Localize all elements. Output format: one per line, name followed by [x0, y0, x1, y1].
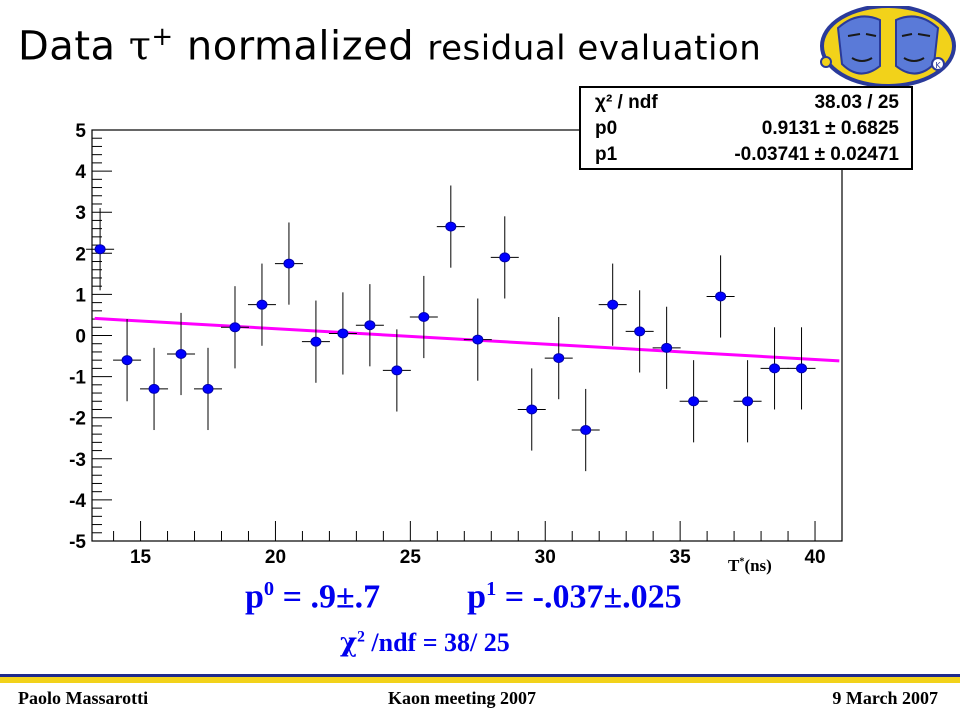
data-point: [715, 291, 727, 302]
data-point: [445, 221, 457, 232]
title-tau-sup: +: [151, 22, 174, 52]
x-axis-label-main: T: [728, 556, 740, 575]
data-point: [742, 396, 754, 407]
plot-frame: [91, 129, 843, 542]
stats-key-p1: p1: [595, 144, 618, 165]
x-tick-label: 20: [265, 547, 286, 568]
y-tick-label: 0: [75, 327, 86, 348]
svg-text:K: K: [935, 61, 941, 70]
y-tick-label: -2: [69, 409, 86, 430]
data-point: [391, 365, 403, 376]
y-tick-label: -1: [69, 368, 86, 389]
stats-row-p1: p1 -0.03741 ± 0.02471: [581, 142, 911, 168]
footer-divider-blue: [0, 674, 960, 677]
data-point: [526, 404, 538, 415]
conference-logo-image: K: [818, 6, 958, 90]
data-point: [256, 299, 268, 310]
p1-sup: 1: [486, 578, 497, 600]
data-point: [148, 383, 160, 394]
data-point: [283, 258, 295, 269]
stats-value-p0: 0.9131 ± 0.6825: [761, 118, 899, 139]
x-tick-label: 15: [130, 547, 152, 568]
y-tick-label: 1: [75, 285, 86, 306]
data-point: [688, 396, 700, 407]
x-tick-label: 40: [804, 547, 825, 568]
data-points-group: [86, 185, 816, 472]
footer-author: Paolo Massarotti: [18, 688, 149, 708]
stats-key-p0: p0: [595, 118, 618, 139]
x-axis-label-unit: (ns): [744, 556, 772, 575]
footer-meeting: Kaon meeting 2007: [388, 688, 536, 708]
data-point: [580, 425, 592, 436]
slide-title: Data τ+ normalized residual evaluation: [18, 22, 761, 69]
stats-row-p0: p0 0.9131 ± 0.6825: [581, 116, 911, 142]
title-word-normalized: normalized: [186, 23, 415, 70]
plot-border: [91, 129, 843, 542]
axis-ticks: [92, 129, 843, 542]
p0-label: p: [245, 578, 264, 616]
chi2-summary-line: χ2 /ndf = 38/ 25: [340, 628, 510, 658]
data-point: [337, 328, 349, 339]
fit-parameters-line: p0 = .9±.7 p1 = -.037±.025: [245, 578, 682, 616]
data-point: [499, 252, 511, 263]
data-point: [229, 322, 241, 333]
y-tick-label: -4: [69, 491, 86, 512]
fit-stats-box: χ² / ndf 38.03 / 25 p0 0.9131 ± 0.6825 p…: [579, 86, 913, 170]
chi-symbol: χ: [340, 628, 358, 658]
footer-date: 9 March 2007: [832, 688, 938, 708]
data-point: [607, 299, 619, 310]
title-word-residual: residual evaluation: [427, 28, 762, 69]
chi-value: /ndf = 38/ 25: [364, 628, 510, 657]
x-axis-label: T*(ns): [728, 556, 772, 576]
data-point: [202, 383, 214, 394]
y-tick-label: -5: [69, 532, 86, 553]
y-tick-label: 3: [75, 203, 86, 224]
data-point: [472, 334, 484, 345]
stats-key-chi2: χ² / ndf: [595, 92, 658, 113]
p0-sup: 0: [263, 578, 275, 600]
y-tick-label: 4: [75, 162, 86, 183]
data-point: [553, 353, 565, 364]
data-point: [418, 312, 430, 323]
y-tick-label: 2: [75, 244, 86, 265]
y-tick-label: 5: [75, 121, 86, 142]
title-tau-symbol: τ: [128, 23, 152, 70]
p1-label: p: [467, 578, 487, 616]
data-point: [796, 363, 808, 374]
data-point: [310, 336, 322, 347]
x-axis-label-sup: *: [739, 556, 745, 568]
data-point: [364, 320, 376, 331]
p1-value: = -.037±.025: [496, 578, 682, 616]
y-tick-label: -3: [69, 450, 86, 471]
x-tick-label: 35: [670, 547, 692, 568]
data-point: [769, 363, 781, 374]
stats-value-p1: -0.03741 ± 0.02471: [734, 144, 899, 165]
x-tick-label: 30: [535, 547, 556, 568]
data-point: [121, 355, 133, 366]
data-point: [634, 326, 646, 337]
stats-value-chi2: 38.03 / 25: [814, 92, 899, 113]
stats-row-chi2: χ² / ndf 38.03 / 25: [581, 90, 911, 116]
data-point: [175, 348, 187, 359]
footer-divider-yellow: [0, 677, 960, 683]
chi-sup: 2: [357, 628, 365, 646]
p0-value: = .9±.7: [274, 578, 381, 616]
data-point: [94, 244, 106, 255]
data-point: [661, 342, 673, 353]
x-tick-label: 25: [400, 547, 422, 568]
title-prefix: Data: [18, 23, 116, 70]
tick-labels-group: -5 -4 -3 -2 -1 0 1 2 3 4 5 15 20 25 30 35 40: [69, 121, 825, 568]
